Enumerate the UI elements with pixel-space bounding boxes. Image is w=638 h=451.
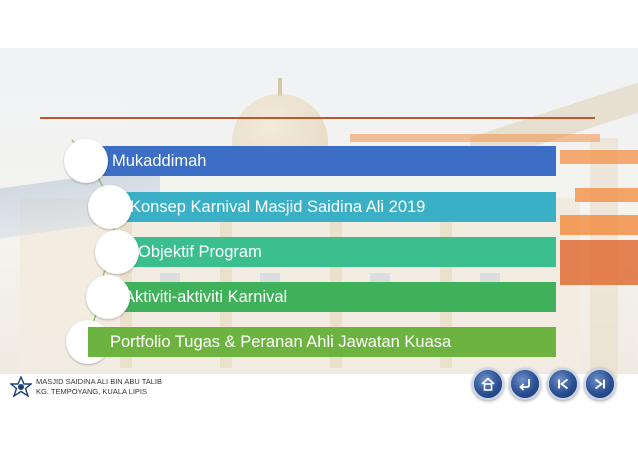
- skip-forward-icon: [594, 378, 605, 390]
- mosque-logo-icon: [10, 376, 32, 398]
- agenda-item-mukaddimah[interactable]: Mukaddimah: [96, 146, 556, 176]
- agenda-item-label: Objektif Program: [138, 242, 262, 261]
- agenda-item-label: Aktiviti-aktiviti Karnival: [124, 287, 288, 306]
- title-underline: [40, 117, 595, 119]
- decor-strip: [575, 188, 638, 202]
- return-arrow-icon: [519, 379, 530, 391]
- footer-org-line2: KG. TEMPOYANG, KUALA LIPIS: [36, 387, 148, 396]
- decor-strip: [560, 240, 638, 285]
- background-finial: [278, 78, 282, 96]
- skip-back-icon: [558, 378, 569, 390]
- decor-strip: [350, 134, 600, 142]
- agenda-item-objektif[interactable]: Objektif Program: [120, 237, 556, 267]
- agenda-bullet: [88, 185, 132, 229]
- footer-org-line1: MASJID SAIDINA ALI BIN ABU TALIB: [36, 377, 163, 386]
- agenda-item-portfolio[interactable]: Portfolio Tugas & Peranan Ahli Jawatan K…: [88, 327, 556, 357]
- agenda-item-label: Portfolio Tugas & Peranan Ahli Jawatan K…: [110, 332, 452, 351]
- decor-strip: [560, 215, 638, 235]
- last-slide-button[interactable]: [584, 368, 616, 400]
- agenda-item-konsep[interactable]: Konsep Karnival Masjid Saidina Ali 2019: [112, 192, 556, 222]
- agenda-item-aktiviti[interactable]: Aktiviti-aktiviti Karnival: [110, 282, 556, 312]
- home-icon: [481, 377, 495, 391]
- return-button[interactable]: [509, 368, 541, 400]
- agenda-bullet: [64, 139, 108, 183]
- decor-strip: [560, 150, 638, 164]
- agenda-item-label: Konsep Karnival Masjid Saidina Ali 2019: [130, 197, 426, 216]
- first-slide-button[interactable]: [547, 368, 579, 400]
- footer-organization: MASJID SAIDINA ALI BIN ABU TALIB KG. TEM…: [36, 377, 162, 397]
- agenda-bullet: [95, 230, 139, 274]
- home-button[interactable]: [472, 368, 504, 400]
- agenda-item-label: Mukaddimah: [112, 151, 207, 170]
- agenda-bullet: [86, 275, 130, 319]
